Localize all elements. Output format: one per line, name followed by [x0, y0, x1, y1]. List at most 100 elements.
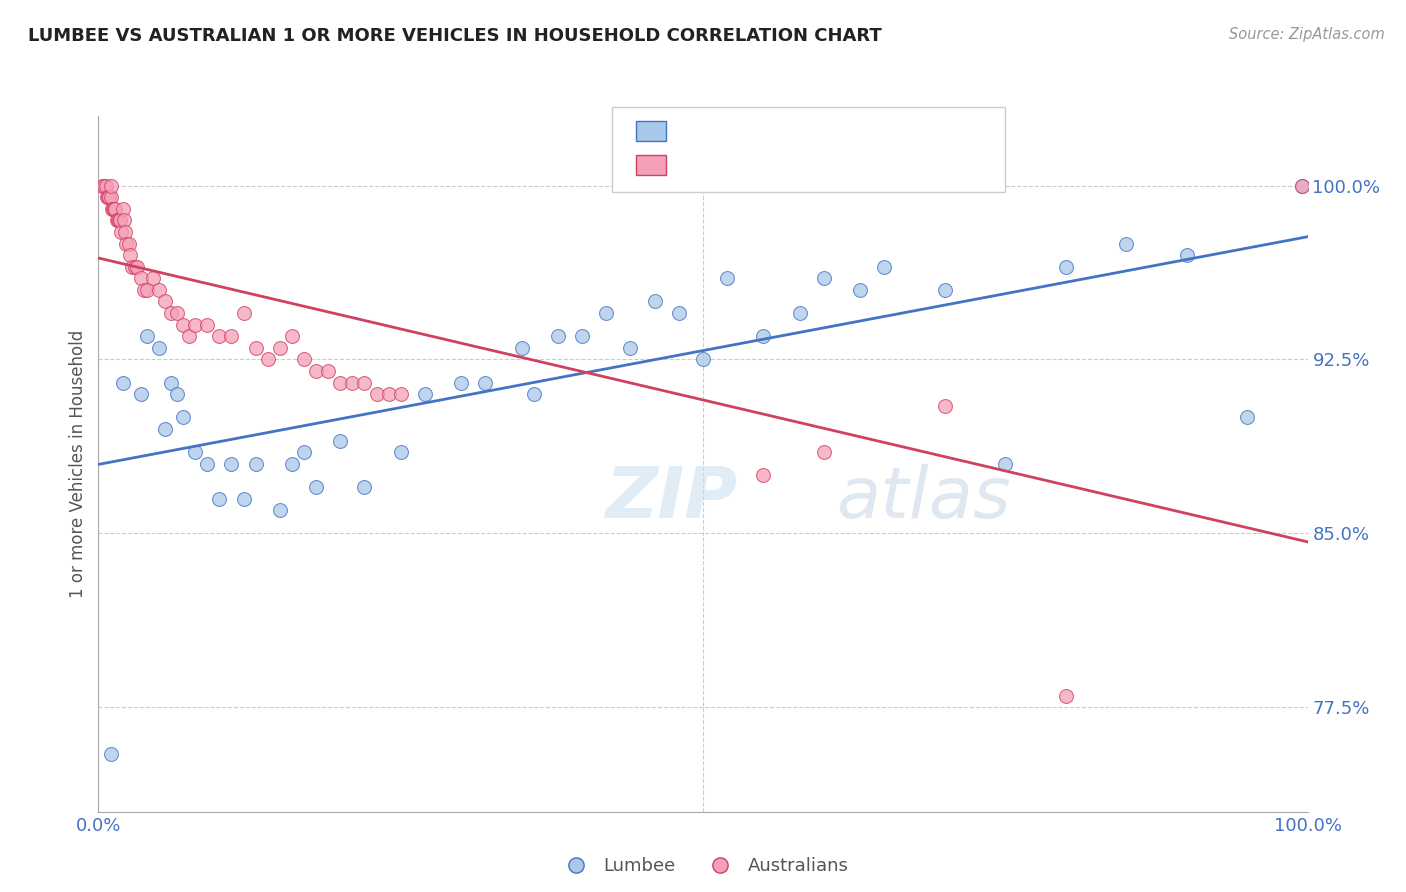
Point — [232, 491, 254, 506]
Point — [1291, 178, 1313, 193]
Point — [118, 236, 141, 251]
Point — [523, 387, 546, 401]
Text: ZIP: ZIP — [606, 464, 738, 533]
Text: N = 59: N = 59 — [797, 156, 860, 174]
Point — [789, 306, 811, 320]
Point — [114, 225, 136, 239]
Point — [134, 283, 156, 297]
Point — [1236, 410, 1258, 425]
Point — [813, 445, 835, 459]
Text: Source: ZipAtlas.com: Source: ZipAtlas.com — [1229, 27, 1385, 42]
Point — [148, 283, 170, 297]
Point — [619, 341, 641, 355]
Point — [668, 306, 690, 320]
Point — [1115, 236, 1137, 251]
Point — [160, 306, 183, 320]
Point — [100, 178, 122, 193]
Point — [269, 341, 291, 355]
Point — [1054, 689, 1077, 703]
Point — [813, 271, 835, 285]
Point — [256, 352, 278, 367]
Point — [281, 457, 304, 471]
Point — [97, 190, 120, 204]
Point — [101, 202, 124, 216]
Point — [245, 341, 267, 355]
Point — [100, 202, 122, 216]
Point — [172, 410, 194, 425]
Point — [1291, 178, 1313, 193]
Point — [474, 376, 496, 390]
Point — [316, 364, 339, 378]
Point — [305, 480, 328, 494]
Point — [934, 283, 956, 297]
Point — [752, 329, 775, 343]
Point — [389, 387, 412, 401]
Point — [595, 306, 617, 320]
Point — [105, 213, 128, 227]
Point — [195, 318, 218, 332]
Point — [153, 294, 176, 309]
Point — [112, 213, 135, 227]
Legend: Lumbee, Australians: Lumbee, Australians — [551, 850, 855, 883]
Point — [366, 387, 388, 401]
Point — [93, 178, 115, 193]
Point — [104, 202, 127, 216]
Point — [179, 329, 201, 343]
Point — [873, 260, 896, 274]
Point — [208, 329, 231, 343]
Point — [110, 225, 132, 239]
Point — [994, 457, 1017, 471]
Point — [377, 387, 399, 401]
Point — [342, 376, 364, 390]
Point — [934, 399, 956, 413]
Text: LUMBEE VS AUSTRALIAN 1 OR MORE VEHICLES IN HOUSEHOLD CORRELATION CHART: LUMBEE VS AUSTRALIAN 1 OR MORE VEHICLES … — [28, 27, 882, 45]
Point — [118, 248, 141, 262]
Point — [208, 491, 231, 506]
Point — [172, 318, 194, 332]
Point — [111, 376, 134, 390]
Point — [142, 271, 165, 285]
Point — [221, 457, 243, 471]
Point — [148, 341, 170, 355]
Point — [100, 747, 122, 761]
Point — [413, 387, 436, 401]
Point — [692, 352, 714, 367]
Point — [353, 376, 375, 390]
Point — [184, 445, 207, 459]
Point — [129, 271, 152, 285]
Point — [389, 445, 412, 459]
Point — [269, 503, 291, 517]
Point — [91, 178, 114, 193]
Point — [121, 260, 143, 274]
Point — [166, 387, 188, 401]
Point — [232, 306, 254, 320]
Point — [353, 480, 375, 494]
Point — [305, 364, 328, 378]
Point — [111, 202, 134, 216]
Point — [716, 271, 738, 285]
Point — [94, 178, 117, 193]
Point — [127, 260, 149, 274]
Point — [281, 329, 304, 343]
Point — [195, 457, 218, 471]
Point — [849, 283, 872, 297]
Point — [100, 190, 122, 204]
Point — [108, 213, 131, 227]
Point — [329, 434, 352, 448]
Point — [1054, 260, 1077, 274]
Point — [107, 213, 129, 227]
Point — [153, 422, 176, 436]
Point — [124, 260, 146, 274]
Point — [108, 213, 131, 227]
Y-axis label: 1 or more Vehicles in Household: 1 or more Vehicles in Household — [69, 330, 87, 598]
Text: atlas: atlas — [837, 464, 1011, 533]
Point — [644, 294, 666, 309]
Point — [547, 329, 569, 343]
Point — [166, 306, 188, 320]
Point — [160, 376, 183, 390]
Point — [98, 190, 121, 204]
Point — [96, 190, 118, 204]
Point — [292, 352, 315, 367]
Point — [129, 387, 152, 401]
Point — [329, 376, 352, 390]
